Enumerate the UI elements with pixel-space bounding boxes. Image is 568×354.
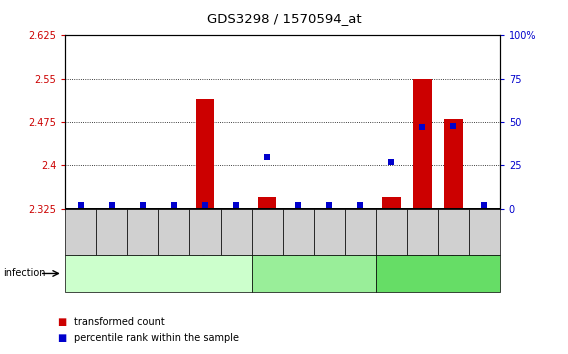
Text: untreated: untreated — [137, 269, 179, 278]
Text: ■: ■ — [57, 317, 66, 327]
Text: F. tularensis subsp. novicida: F. tularensis subsp. novicida — [254, 269, 373, 278]
Text: GSM305429: GSM305429 — [264, 212, 270, 255]
Text: infection: infection — [3, 268, 45, 279]
Text: GSM305440: GSM305440 — [233, 212, 239, 255]
Text: GSM305442: GSM305442 — [481, 212, 487, 255]
Bar — [413, 79, 432, 209]
Text: F. tularensis subsp. tularensis
Schu 4: F. tularensis subsp. tularensis Schu 4 — [376, 264, 500, 283]
Text: GSM305441: GSM305441 — [450, 212, 456, 255]
Bar — [444, 119, 462, 209]
Text: GSM305433: GSM305433 — [326, 212, 332, 255]
Text: GSM305432: GSM305432 — [109, 212, 115, 255]
Bar — [258, 197, 277, 209]
Text: GSM305437: GSM305437 — [388, 212, 394, 255]
Text: transformed count: transformed count — [74, 317, 165, 327]
Text: GDS3298 / 1570594_at: GDS3298 / 1570594_at — [207, 12, 361, 25]
Bar — [382, 197, 400, 209]
Text: GSM305434: GSM305434 — [140, 212, 146, 255]
Text: GSM305431: GSM305431 — [295, 212, 301, 255]
Text: percentile rank within the sample: percentile rank within the sample — [74, 333, 239, 343]
Bar — [195, 99, 214, 209]
Text: GSM305438: GSM305438 — [202, 212, 208, 255]
Text: GSM305435: GSM305435 — [357, 212, 363, 255]
Text: GSM305439: GSM305439 — [419, 212, 425, 255]
Text: GSM305436: GSM305436 — [171, 212, 177, 255]
Text: GSM305430: GSM305430 — [78, 212, 84, 255]
Text: ■: ■ — [57, 333, 66, 343]
